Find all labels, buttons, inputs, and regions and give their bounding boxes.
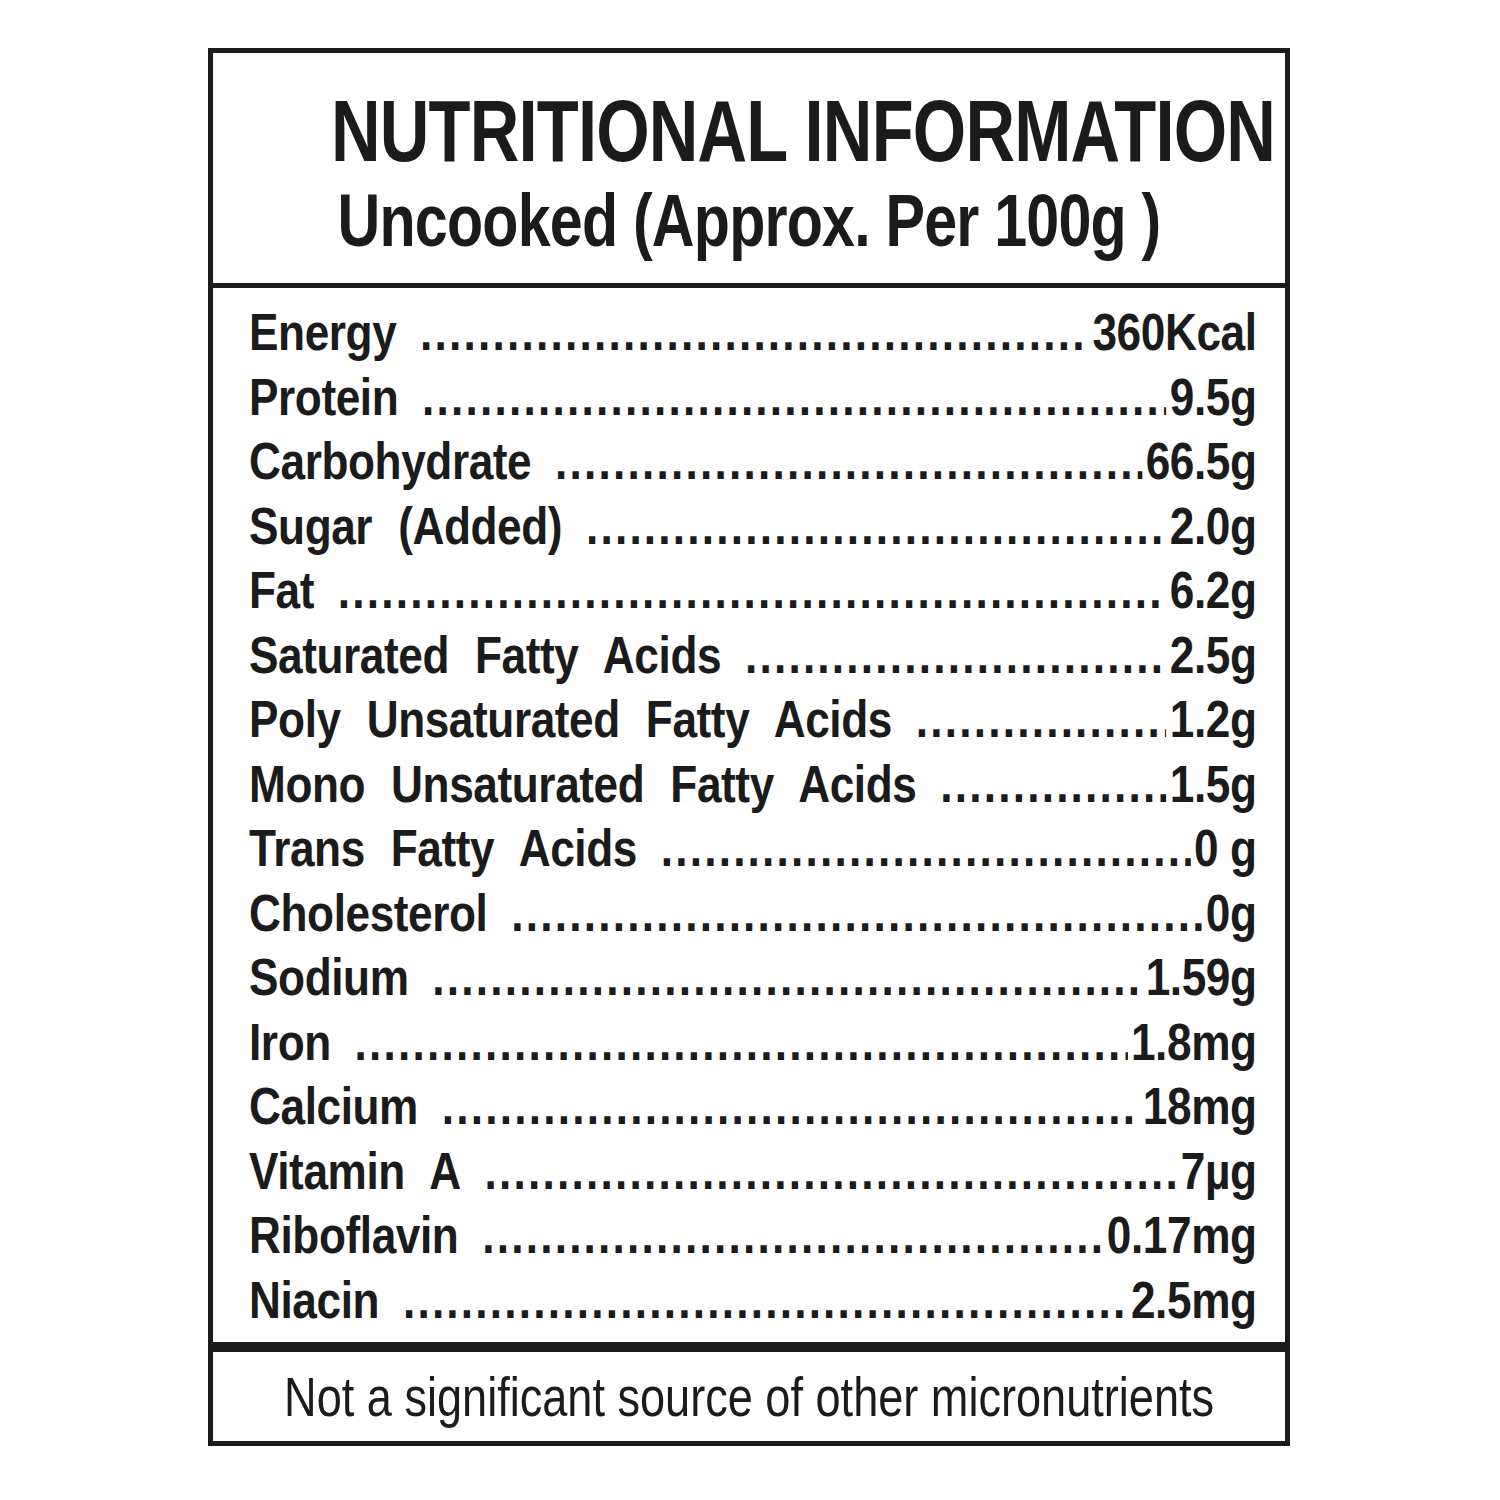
dot-leader: ........................................…: [432, 947, 1142, 1007]
nutrient-row: Cholesterol ............................…: [249, 883, 1257, 948]
nutrient-table: Energy .................................…: [213, 288, 1285, 1342]
nutrient-row: Iron ...................................…: [249, 1012, 1257, 1077]
dot-leader: ........................................…: [442, 1076, 1140, 1136]
nutrient-name: Vitamin A: [249, 1141, 461, 1201]
nutrient-name: Protein: [249, 367, 398, 427]
label-header: NUTRITIONAL INFORMATION Uncooked (Approx…: [213, 53, 1285, 288]
nutrient-name: Mono Unsaturated Fatty Acids: [249, 754, 916, 814]
nutrient-row: Fat ....................................…: [249, 560, 1257, 625]
nutrient-name: Carbohydrate: [249, 431, 531, 491]
nutrient-name: Riboflavin: [249, 1205, 458, 1265]
nutrition-label-page: NUTRITIONAL INFORMATION Uncooked (Approx…: [0, 0, 1500, 1500]
nutrient-row: Poly Unsaturated Fatty Acids ...........…: [249, 689, 1257, 754]
nutrient-value: 66.5g: [1146, 431, 1257, 491]
nutrient-value: 2.5mg: [1131, 1270, 1257, 1330]
dot-leader: ........................................…: [555, 431, 1142, 491]
nutrient-name: Trans Fatty Acids: [249, 818, 637, 878]
dot-leader: ........................................…: [511, 883, 1202, 943]
nutrient-row: Calcium ................................…: [249, 1076, 1257, 1141]
dot-leader: ........................................…: [355, 1012, 1128, 1072]
nutrient-value: 18mg: [1143, 1076, 1257, 1136]
nutrient-value: 360Kcal: [1092, 302, 1256, 362]
dot-leader: ........................................…: [420, 302, 1089, 362]
nutrient-value: 1.8mg: [1131, 1012, 1257, 1072]
label-title: NUTRITIONAL INFORMATION: [331, 83, 1167, 179]
nutrient-row: Niacin .................................…: [249, 1270, 1257, 1335]
dot-leader: ........................................…: [586, 496, 1167, 556]
dot-leader: ........................................…: [661, 818, 1191, 878]
nutrient-row: Energy .................................…: [249, 302, 1257, 367]
nutrient-value: 2.5g: [1170, 625, 1257, 685]
nutrient-row: Trans Fatty Acids ......................…: [249, 818, 1257, 883]
nutrient-name: Poly Unsaturated Fatty Acids: [249, 689, 892, 749]
nutrient-name: Iron: [249, 1012, 331, 1072]
dot-leader: ........................................…: [422, 367, 1166, 427]
dot-leader: ........................................…: [916, 689, 1167, 749]
nutrient-value: 1.5g: [1170, 754, 1257, 814]
nutrition-label: NUTRITIONAL INFORMATION Uncooked (Approx…: [208, 48, 1290, 1446]
dot-leader: ........................................…: [485, 1141, 1178, 1201]
nutrient-value: 9.5g: [1170, 367, 1257, 427]
nutrient-row: Protein ................................…: [249, 367, 1257, 432]
dot-leader: ........................................…: [403, 1270, 1128, 1330]
nutrient-name: Cholesterol: [249, 883, 487, 943]
nutrient-value: 0.17mg: [1107, 1205, 1257, 1265]
nutrient-name: Fat: [249, 560, 314, 620]
nutrient-row: Sodium .................................…: [249, 947, 1257, 1012]
dot-leader: ........................................…: [745, 625, 1167, 685]
nutrient-value: 1.2g: [1170, 689, 1257, 749]
nutrient-value: 0g: [1206, 883, 1257, 943]
nutrient-name: Energy: [249, 302, 396, 362]
nutrient-name: Niacin: [249, 1270, 379, 1330]
dot-leader: ........................................…: [940, 754, 1166, 814]
nutrient-row: Riboflavin .............................…: [249, 1205, 1257, 1270]
dot-leader: ........................................…: [482, 1205, 1103, 1265]
nutrient-value: 7µg: [1181, 1141, 1257, 1201]
nutrient-value: 0 g: [1194, 818, 1257, 878]
nutrient-value: 2.0g: [1170, 496, 1257, 556]
nutrient-row: Sugar (Added) ..........................…: [249, 496, 1257, 561]
nutrient-name: Sodium: [249, 947, 409, 1007]
nutrient-name: Calcium: [249, 1076, 418, 1136]
dot-leader: ........................................…: [338, 560, 1167, 620]
nutrient-row: Saturated Fatty Acids ..................…: [249, 625, 1257, 690]
nutrient-value: 6.2g: [1170, 560, 1257, 620]
footnote-bar: Not a significant source of other micron…: [213, 1342, 1285, 1441]
nutrient-name: Saturated Fatty Acids: [249, 625, 721, 685]
nutrient-row: Vitamin A ..............................…: [249, 1141, 1257, 1206]
nutrient-value: 1.59g: [1146, 947, 1257, 1007]
nutrient-name: Sugar (Added): [249, 496, 562, 556]
nutrient-row: Carbohydrate ...........................…: [249, 431, 1257, 496]
label-subtitle: Uncooked (Approx. Per 100g ): [320, 179, 1178, 263]
nutrient-row: Mono Unsaturated Fatty Acids ...........…: [249, 754, 1257, 819]
footnote-text: Not a significant source of other micron…: [284, 1367, 1214, 1427]
